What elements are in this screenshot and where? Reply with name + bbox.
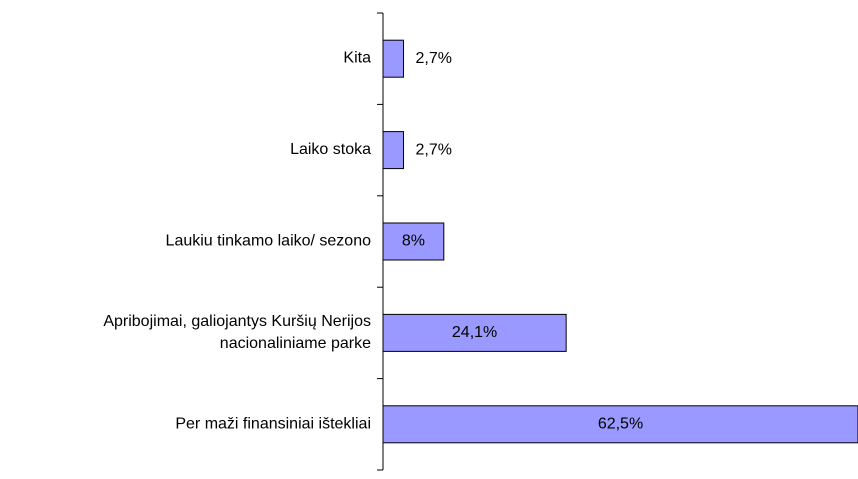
value-label: 8%	[402, 233, 425, 250]
category-label: Laukiu tinkamo laiko/ sezono	[166, 233, 372, 250]
value-label: 2,7%	[416, 141, 452, 158]
value-label: 2,7%	[416, 50, 452, 67]
category-label: Laiko stoka	[290, 141, 371, 158]
category-label: Per maži finansiniai ištekliai	[175, 416, 371, 433]
category-label: Kita	[343, 50, 371, 67]
bar	[382, 405, 858, 444]
value-label: 62,5%	[598, 416, 643, 433]
bar	[382, 131, 405, 170]
category-label: Apribojimai, galiojantys Kuršių Nerijos n…	[103, 313, 371, 352]
bar	[382, 313, 567, 352]
bar	[382, 39, 405, 78]
value-label: 24,1%	[452, 324, 497, 341]
bar	[382, 222, 445, 261]
